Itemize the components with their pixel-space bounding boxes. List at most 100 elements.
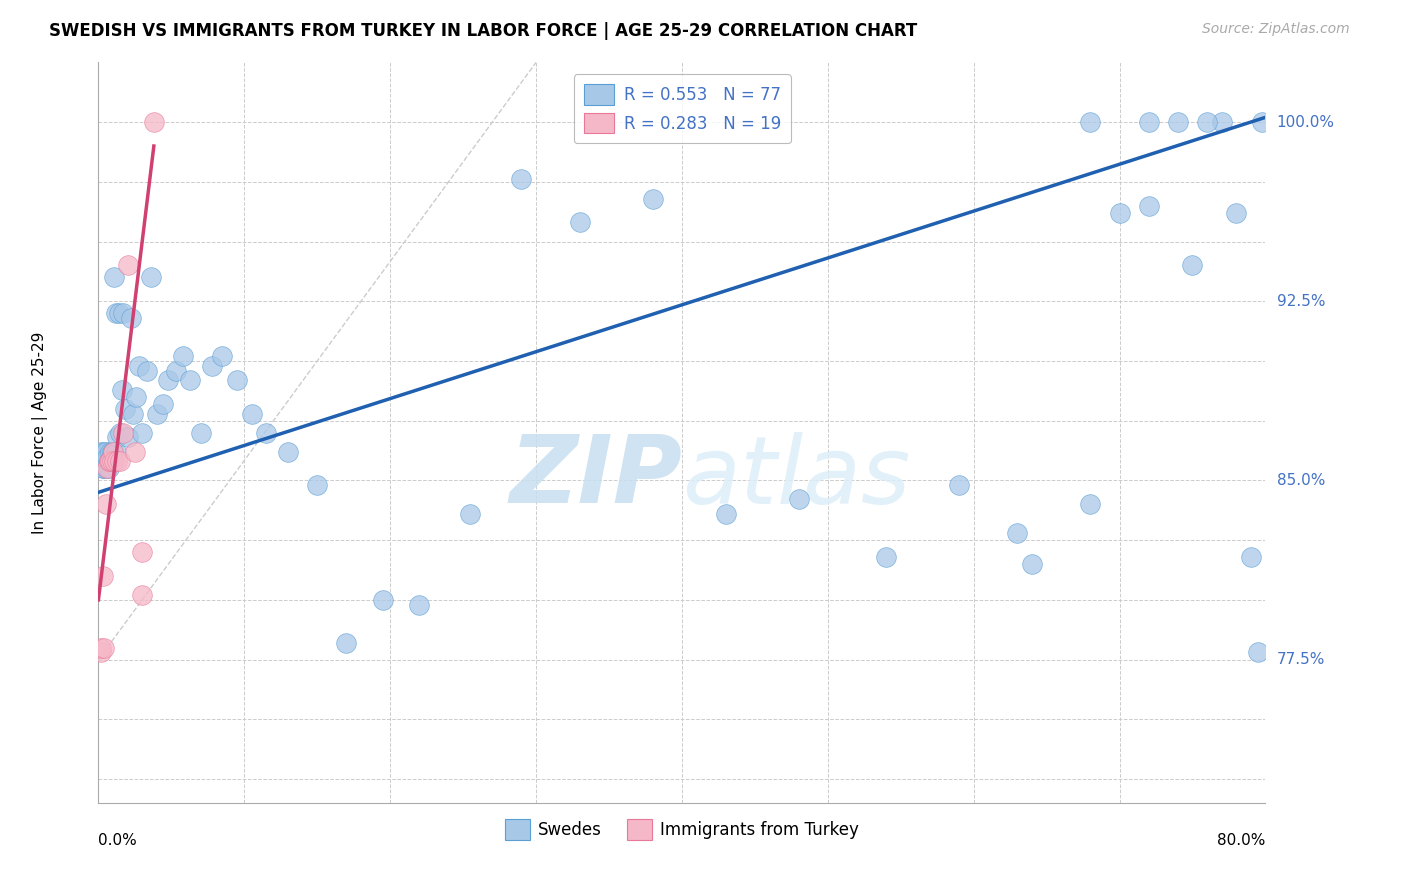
Text: In Labor Force | Age 25-29: In Labor Force | Age 25-29 [32,332,48,533]
Point [111,383,134,397]
Point [105,454,128,468]
Point [146,407,169,421]
Point [135,363,157,377]
Point [112,425,135,440]
Point [114,401,136,416]
Point [201,359,224,373]
Point [128,359,150,373]
Point [96,454,118,468]
Text: 85.0%: 85.0% [1277,473,1324,488]
Point [97,461,120,475]
Point [91,569,114,583]
Point [120,310,142,325]
Point [91,461,114,475]
Point [510,172,533,186]
Point [90,645,112,659]
Point [1137,199,1160,213]
Text: 77.5%: 77.5% [1277,652,1324,667]
Point [1080,115,1102,129]
Point [1021,557,1043,571]
Point [408,598,430,612]
Point [103,270,125,285]
Text: 80.0%: 80.0% [1218,833,1265,848]
Point [94,461,117,475]
Point [117,259,139,273]
Point [152,397,174,411]
Point [568,215,591,229]
Point [122,407,145,421]
Point [91,461,114,475]
Point [94,454,117,468]
Point [90,444,112,458]
Point [104,306,127,320]
Point [90,454,112,468]
Point [112,306,135,320]
Point [94,497,117,511]
Point [787,492,810,507]
Point [93,640,115,655]
Text: ZIP: ZIP [509,431,682,523]
Point [131,545,153,559]
Legend: Swedes, Immigrants from Turkey: Swedes, Immigrants from Turkey [498,813,866,847]
Text: 92.5%: 92.5% [1277,293,1324,309]
Point [165,363,187,377]
Point [96,461,118,475]
Point [1225,206,1247,220]
Point [179,373,201,387]
Point [1195,115,1218,129]
Point [1240,549,1263,564]
Point [101,444,124,458]
Text: 0.0%: 0.0% [98,833,138,848]
Point [110,454,132,468]
Point [142,115,165,129]
Point [90,640,112,655]
Point [875,549,897,564]
Point [1181,259,1204,273]
Point [93,454,115,468]
Point [104,444,127,458]
Text: atlas: atlas [682,432,910,523]
Point [96,450,118,464]
Point [124,444,146,458]
Point [371,592,394,607]
Point [157,373,180,387]
Point [307,478,329,492]
Point [91,450,114,464]
Point [101,454,124,468]
Point [1080,497,1102,511]
Point [335,636,357,650]
Point [641,192,664,206]
Point [1211,115,1233,129]
Point [98,454,121,468]
Point [948,478,970,492]
Point [100,444,122,458]
Point [125,390,148,404]
Point [108,306,131,320]
Point [98,454,121,468]
Point [101,444,124,458]
Point [103,454,125,468]
Point [105,430,128,444]
Point [1251,115,1274,129]
Point [714,507,737,521]
Point [93,444,115,458]
Point [100,454,122,468]
Point [190,425,212,440]
Point [460,507,482,521]
Point [131,588,153,602]
Text: SWEDISH VS IMMIGRANTS FROM TURKEY IN LABOR FORCE | AGE 25-29 CORRELATION CHART: SWEDISH VS IMMIGRANTS FROM TURKEY IN LAB… [49,22,918,40]
Point [211,349,233,363]
Text: 100.0%: 100.0% [1277,115,1334,129]
Point [117,430,139,444]
Point [139,270,162,285]
Point [93,454,115,468]
Point [98,444,121,458]
Point [1137,115,1160,129]
Point [226,373,249,387]
Point [94,444,117,458]
Point [1167,115,1189,129]
Point [1108,206,1130,220]
Point [97,454,120,468]
Point [110,425,132,440]
Point [97,454,120,468]
